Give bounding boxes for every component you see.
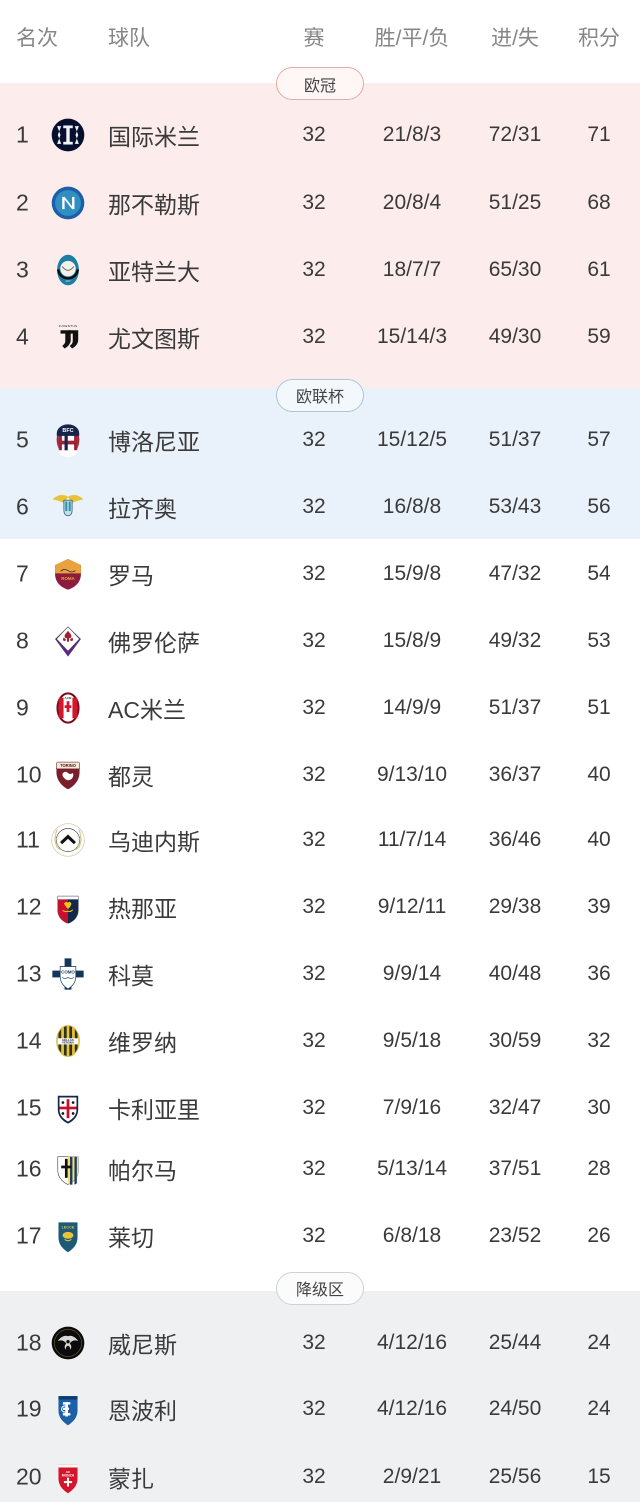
svg-text:JUVENTUS: JUVENTUS — [59, 324, 78, 328]
svg-text:COMO: COMO — [61, 969, 75, 974]
svg-text:MONZA: MONZA — [62, 1473, 75, 1477]
svg-text:TORINO: TORINO — [60, 763, 76, 768]
svg-text:ROMA: ROMA — [61, 576, 75, 581]
svg-text:BFC: BFC — [62, 428, 73, 434]
svg-text:LECCE: LECCE — [62, 1225, 75, 1229]
svg-text:1907: 1907 — [65, 280, 71, 283]
svg-text:ACM: ACM — [65, 696, 72, 700]
